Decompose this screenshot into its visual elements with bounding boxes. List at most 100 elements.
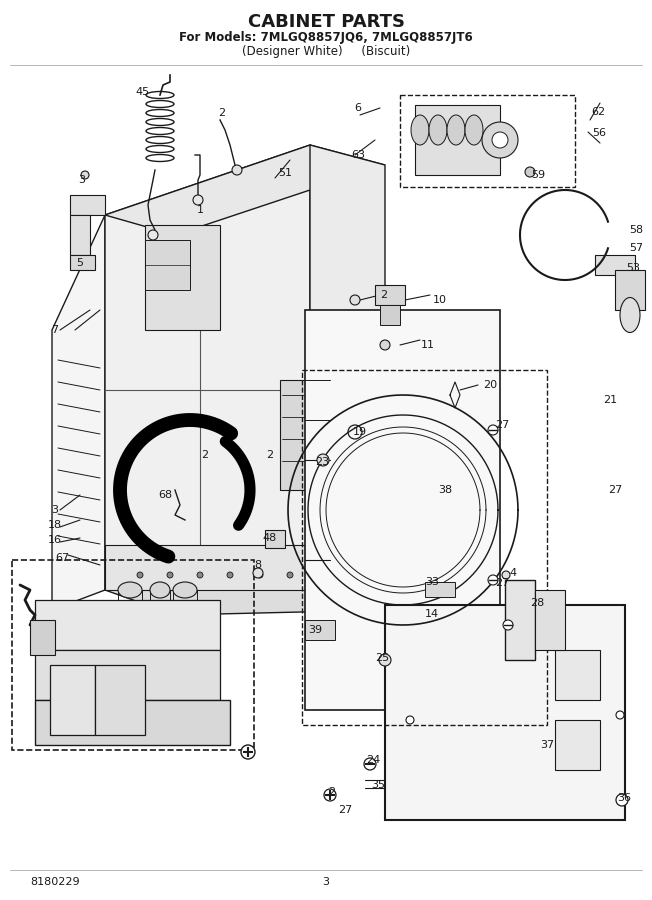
Text: 11: 11 [421,340,435,350]
Text: 35: 35 [371,780,385,790]
Text: 33: 33 [425,577,439,587]
Circle shape [317,454,329,466]
Text: 25: 25 [375,653,389,663]
Text: 7: 7 [52,325,59,335]
Circle shape [197,572,203,578]
Circle shape [241,745,255,759]
Polygon shape [505,580,535,660]
Ellipse shape [465,115,483,145]
Text: 51: 51 [278,168,292,178]
Text: 20: 20 [483,380,497,390]
Circle shape [525,167,535,177]
Polygon shape [595,255,635,275]
Ellipse shape [173,582,197,598]
Polygon shape [305,310,500,710]
Text: 8180229: 8180229 [30,877,80,887]
Polygon shape [375,285,405,305]
Circle shape [227,572,233,578]
Ellipse shape [118,582,142,598]
Text: 63: 63 [351,150,365,160]
Circle shape [350,295,360,305]
Circle shape [502,571,510,579]
Text: 14: 14 [425,609,439,619]
Circle shape [482,122,518,158]
Polygon shape [145,225,220,330]
Circle shape [324,789,336,801]
Text: 67: 67 [55,553,69,563]
Polygon shape [35,600,220,650]
Circle shape [137,572,143,578]
Polygon shape [35,650,220,700]
Text: CABINET PARTS: CABINET PARTS [248,13,404,31]
Text: 2: 2 [218,108,226,118]
Polygon shape [615,270,645,310]
Polygon shape [50,665,95,735]
Ellipse shape [411,115,429,145]
Circle shape [81,171,89,179]
Polygon shape [385,605,625,820]
Text: 37: 37 [540,740,554,750]
Text: 4: 4 [509,568,516,578]
Circle shape [492,132,508,148]
Text: 59: 59 [531,170,545,180]
Text: 57: 57 [629,243,643,253]
Circle shape [193,195,203,205]
Text: 28: 28 [530,598,544,608]
Text: 5: 5 [76,258,83,268]
Text: 27: 27 [495,420,509,430]
Circle shape [364,758,376,770]
Circle shape [379,654,391,666]
Text: 39: 39 [308,625,322,635]
Polygon shape [305,620,335,640]
Circle shape [232,165,242,175]
Text: 58: 58 [629,225,643,235]
Text: 27: 27 [495,578,509,588]
Text: 19: 19 [353,427,367,437]
Polygon shape [535,590,565,650]
Polygon shape [265,530,285,548]
Text: 27: 27 [338,805,352,815]
Text: 56: 56 [592,128,606,138]
Text: For Models: 7MLGQ8857JQ6, 7MLGQ8857JT6: For Models: 7MLGQ8857JQ6, 7MLGQ8857JT6 [179,32,473,44]
Text: 10: 10 [433,295,447,305]
Text: 36: 36 [617,793,631,803]
Ellipse shape [447,115,465,145]
Text: 3: 3 [78,175,85,185]
Polygon shape [555,720,600,770]
Polygon shape [105,145,310,590]
Bar [12,560,254,750]
Polygon shape [380,305,400,325]
Text: 68: 68 [158,490,172,500]
Text: 8: 8 [254,560,261,570]
Polygon shape [70,215,90,255]
Circle shape [488,575,498,585]
Ellipse shape [620,298,640,332]
Polygon shape [70,255,95,270]
Circle shape [503,620,513,630]
Text: 18: 18 [48,520,62,530]
Text: 23: 23 [315,457,329,467]
Text: 45: 45 [135,87,149,97]
Polygon shape [415,105,500,175]
Text: 38: 38 [438,485,452,495]
Text: 27: 27 [608,485,622,495]
Text: 2: 2 [201,450,209,460]
Circle shape [380,340,390,350]
Text: 2: 2 [329,787,336,797]
Text: 1: 1 [196,205,203,215]
Bar [302,370,547,725]
Text: 6: 6 [355,103,361,113]
Circle shape [148,230,158,240]
Text: 24: 24 [366,755,380,765]
Polygon shape [52,215,105,610]
Circle shape [406,716,414,724]
Polygon shape [105,145,385,235]
Text: 62: 62 [591,107,605,117]
Text: (Designer White)     (Biscuit): (Designer White) (Biscuit) [242,46,410,58]
Text: 48: 48 [263,533,277,543]
Circle shape [616,711,624,719]
Circle shape [287,572,293,578]
Circle shape [257,572,263,578]
Text: 16: 16 [48,535,62,545]
Polygon shape [95,665,145,735]
